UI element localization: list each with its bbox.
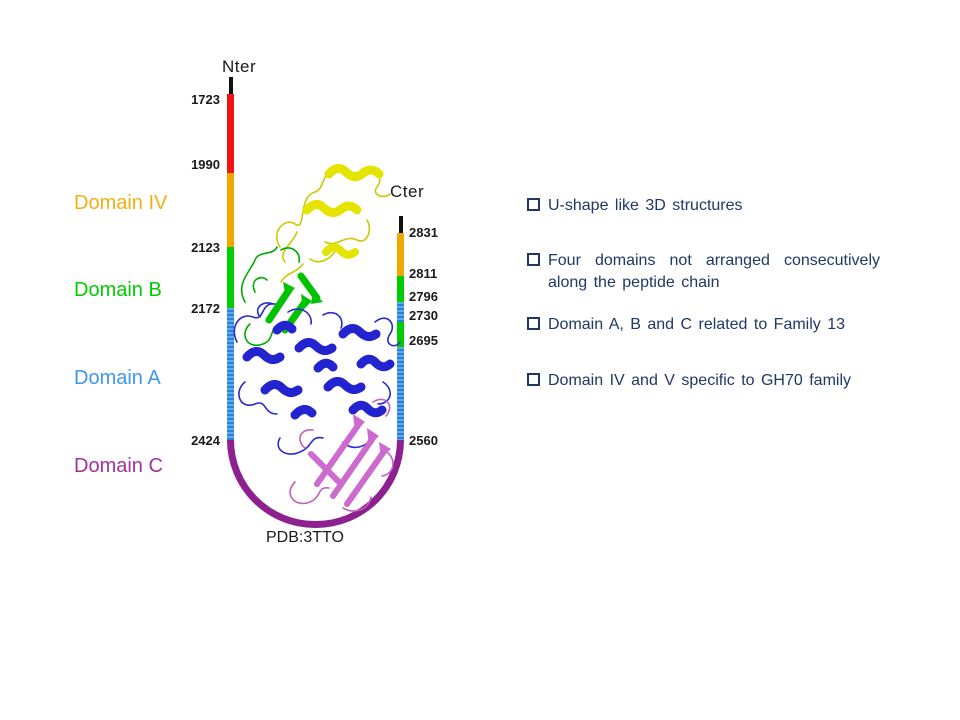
right-bar-segment-green2 (397, 322, 404, 347)
checkbox-bullet-icon (527, 373, 540, 386)
left-bar-segment-red (227, 94, 234, 173)
bullet-text: Four domains not arranged consecutively … (548, 252, 880, 291)
residue-number: 2695 (409, 333, 438, 348)
bullet-item: U-shape like 3D structures (527, 195, 743, 217)
right-bar-segment-blue2 (397, 347, 404, 440)
residue-number: 2811 (409, 266, 438, 281)
left-bar-segment-orange (227, 173, 234, 247)
residue-number: 2796 (409, 289, 438, 304)
right-bar-segment-blue1 (397, 302, 404, 322)
residue-number: 2123 (191, 240, 220, 255)
left-bar-segment-blue (227, 308, 234, 440)
domain-iv-ribbon (275, 164, 391, 283)
nter-tick-mark (229, 77, 233, 94)
bullet-item: Four domains not arranged consecutively … (527, 250, 880, 294)
bullet-item: Domain A, B and C related to Family 13 (527, 314, 845, 336)
checkbox-bullet-icon (527, 253, 540, 266)
cter-tick-mark (399, 216, 403, 233)
residue-number: 2831 (409, 225, 438, 240)
residue-number: 2424 (191, 433, 220, 448)
domain-c-ribbon (289, 398, 394, 512)
residue-number: 1723 (191, 92, 220, 107)
protein-domain-diagram: Nter 1723 1990 2123 2172 2424 Domain IV … (0, 0, 520, 600)
checkbox-bullet-icon (527, 198, 540, 211)
pdb-id-label: PDB:3TTO (266, 529, 344, 546)
checkbox-bullet-icon (527, 317, 540, 330)
residue-number: 1990 (191, 157, 220, 172)
right-bar-segment-green1 (397, 276, 404, 302)
bullet-text: Domain A, B and C related to Family 13 (548, 316, 846, 333)
bullet-item: Domain IV and V specific to GH70 family (527, 370, 851, 392)
nter-label: Nter (222, 57, 257, 76)
bullet-text: Domain IV and V specific to GH70 family (548, 372, 852, 389)
residue-number: 2730 (409, 308, 438, 323)
domain-b-label: Domain B (74, 279, 162, 301)
domain-iv-label: Domain IV (74, 192, 168, 214)
right-bar-segment-orange (397, 233, 404, 276)
bullet-text: U-shape like 3D structures (548, 197, 743, 214)
domain-c-label: Domain C (74, 455, 163, 477)
domain-a-ribbon (233, 302, 401, 455)
domain-a-label: Domain A (74, 367, 161, 389)
residue-number: 2172 (191, 301, 220, 316)
residue-number: 2560 (409, 433, 438, 448)
cter-label: Cter (390, 182, 425, 201)
protein-structure-illustration (233, 164, 401, 512)
left-bar-segment-green (227, 247, 234, 308)
